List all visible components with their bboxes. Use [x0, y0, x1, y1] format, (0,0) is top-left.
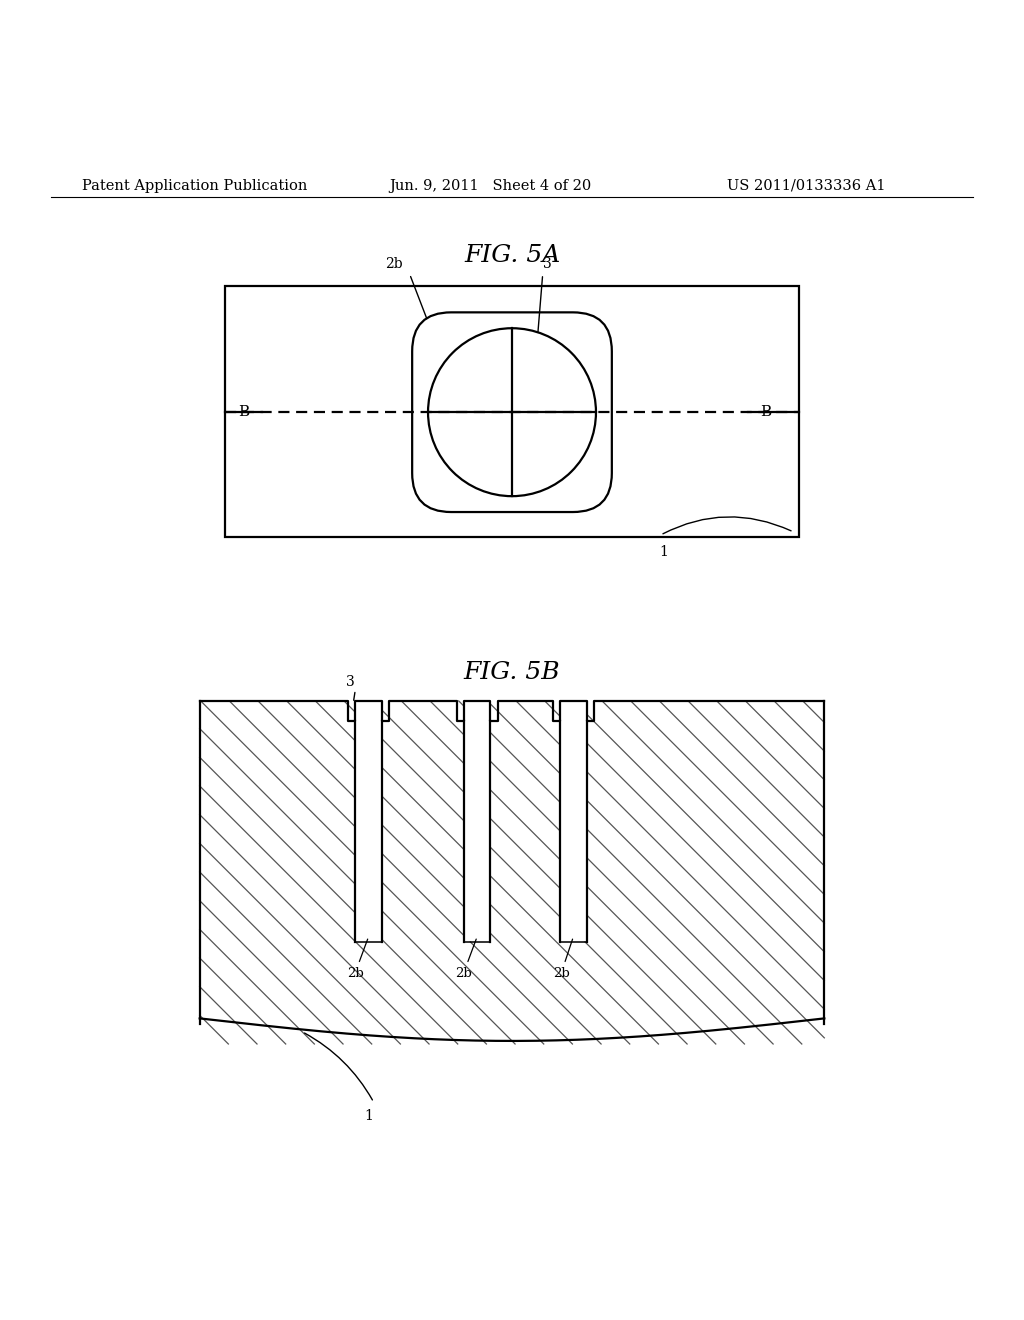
Text: 2b: 2b — [456, 968, 472, 981]
Text: Patent Application Publication: Patent Application Publication — [82, 180, 307, 193]
Circle shape — [428, 329, 596, 496]
Text: 2b: 2b — [347, 968, 364, 981]
Text: Jun. 9, 2011   Sheet 4 of 20: Jun. 9, 2011 Sheet 4 of 20 — [389, 180, 592, 193]
FancyBboxPatch shape — [412, 313, 611, 512]
Text: 3: 3 — [544, 257, 552, 271]
Text: 1: 1 — [659, 545, 668, 560]
Text: B: B — [239, 405, 249, 420]
Text: US 2011/0133336 A1: US 2011/0133336 A1 — [727, 180, 886, 193]
Bar — [225, 286, 799, 537]
Text: B: B — [761, 405, 771, 420]
Text: 3: 3 — [346, 675, 354, 689]
Text: 2b: 2b — [385, 257, 403, 271]
Text: 1: 1 — [365, 1109, 373, 1122]
Text: FIG. 5B: FIG. 5B — [464, 661, 560, 684]
Text: 2b: 2b — [553, 968, 569, 981]
Text: FIG. 5A: FIG. 5A — [464, 244, 560, 267]
